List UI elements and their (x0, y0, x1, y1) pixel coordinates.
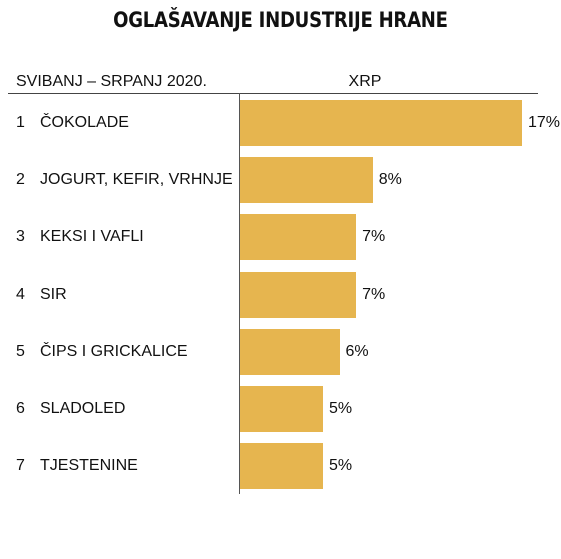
category-label: 7 TJESTENINE (16, 457, 138, 475)
category-name: KEKSI I VAFLI (40, 228, 144, 246)
rank-number: 2 (16, 171, 25, 189)
period-label: SVIBANJ – SRPANJ 2020. (16, 73, 207, 90)
value-label: 7% (362, 285, 386, 303)
header-divider (8, 93, 538, 94)
column-label: XRP (348, 73, 382, 90)
category-label: 5 ČIPS I GRICKALICE (16, 343, 188, 361)
bar (240, 271, 357, 318)
value-label: 5% (328, 400, 353, 417)
value-label: 7% (362, 228, 386, 246)
value-axis-line (239, 93, 240, 494)
bar (240, 214, 357, 261)
rank-number: 4 (16, 285, 25, 303)
bar (240, 328, 340, 375)
rank-number: 7 (16, 457, 25, 475)
category-label: 1 ČOKOLADE (16, 114, 129, 132)
category-name: ČOKOLADE (40, 114, 129, 131)
category-label: 2 JOGURT, KEFIR, VRHNJE (16, 171, 233, 189)
category-name: SLADOLED (40, 400, 126, 417)
rank-number: 5 (16, 342, 25, 360)
category-name: SIR (40, 285, 67, 303)
rank-number: 3 (16, 228, 25, 246)
category-label: 4 SIR (16, 286, 67, 304)
category-label: 6 SLADOLED (16, 400, 125, 418)
value-label: 5% (328, 457, 353, 475)
rank-number: 6 (16, 400, 25, 417)
bar (240, 386, 323, 432)
category-name: TJESTENINE (40, 457, 138, 475)
bar (240, 443, 323, 490)
value-label: 8% (378, 171, 402, 189)
category-name: ČIPS I GRICKALICE (40, 342, 188, 360)
bar (240, 100, 522, 146)
chart-title: OGLAŠAVANJE INDUSTRIJE HRANE (113, 8, 448, 32)
value-label: 6% (345, 342, 369, 360)
bar (240, 157, 373, 204)
rank-number: 1 (16, 114, 25, 131)
value-label: 17% (528, 114, 561, 131)
category-label: 3 KEKSI I VAFLI (16, 228, 144, 246)
category-name: JOGURT, KEFIR, VRHNJE (40, 171, 233, 189)
